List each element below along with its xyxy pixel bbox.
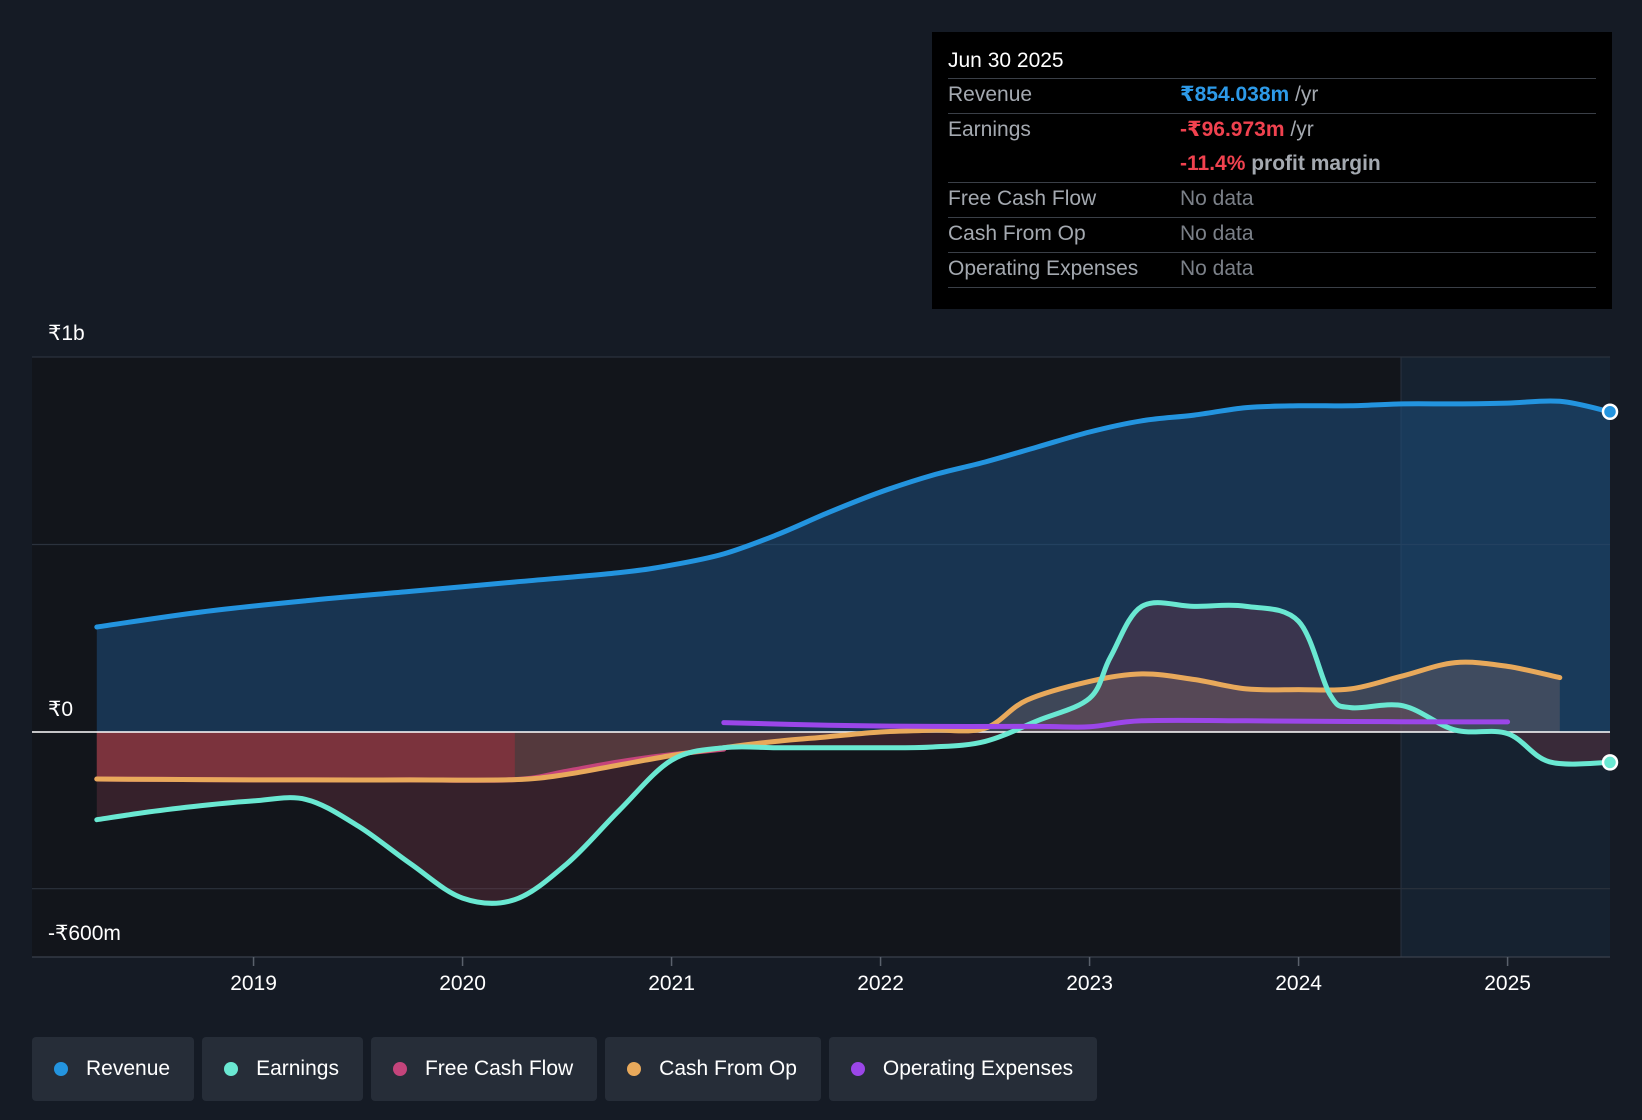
tooltip-row-earnings: Earnings -₹96.973m /yr [948, 113, 1596, 148]
legend-label-revenue: Revenue [86, 1057, 171, 1080]
tooltip-row-fcf: Free Cash Flow No data [948, 182, 1596, 217]
legend-item-earnings[interactable]: Earnings [202, 1037, 363, 1101]
legend-dot-operating-expenses [850, 1062, 865, 1076]
tooltip-row-revenue: Revenue ₹854.038m /yr [948, 78, 1596, 113]
tooltip-cfo-label: Cash From Op [948, 222, 1086, 245]
legend-item-revenue[interactable]: Revenue [32, 1037, 195, 1101]
earnings-line [94, 600, 1613, 906]
x-tick-label: 2019 [230, 972, 277, 995]
revenue-line [94, 398, 1613, 630]
tooltip-earnings-value: -₹96.973m [1180, 118, 1285, 141]
cash-from-op-line [94, 659, 1563, 783]
tooltip-margin-value: -11.4% [1180, 152, 1246, 175]
x-tick-label: 2025 [1484, 972, 1531, 995]
earnings-end-marker [1601, 754, 1619, 771]
tooltip-row-opex: Operating Expenses No data [948, 252, 1596, 288]
y-tick-label: ₹1b [48, 322, 85, 345]
y-tick-label: -₹600m [48, 922, 121, 945]
legend-dot-revenue [54, 1062, 68, 1076]
revenue-area [96, 400, 1610, 732]
tooltip-panel: Jun 30 2025 Revenue ₹854.038m /yr Earnin… [932, 32, 1612, 309]
tooltip-opex-value: No data [1180, 257, 1254, 280]
legend-item-free-cash-flow[interactable]: Free Cash Flow [370, 1037, 598, 1101]
x-tick-label: 2024 [1275, 972, 1322, 995]
y-tick-label: ₹0 [48, 698, 73, 721]
tooltip-fcf-label: Free Cash Flow [948, 187, 1097, 210]
legend-dot-earnings [224, 1062, 239, 1076]
legend-label-operating-expenses: Operating Expenses [882, 1057, 1074, 1080]
legend-label-earnings: Earnings [256, 1057, 339, 1080]
legend-label-cash-from-op: Cash From Op [659, 1057, 797, 1080]
legend-dot-cash-from-op [627, 1062, 642, 1076]
earnings-area [96, 602, 1610, 904]
tooltip-margin-text: profit margin [1251, 152, 1381, 175]
legend-label-free-cash-flow: Free Cash Flow [424, 1057, 574, 1080]
tooltip-earnings-label: Earnings [948, 118, 1031, 141]
tooltip-fcf-value: No data [1180, 187, 1254, 210]
revenue-end-marker [1601, 403, 1619, 420]
tooltip-row-margin: -11.4% profit margin [948, 148, 1596, 182]
tooltip-row-cfo: Cash From Op No data [948, 217, 1596, 252]
x-tick-label: 2020 [439, 972, 486, 995]
tooltip-earnings-unit: /yr [1290, 118, 1314, 141]
tooltip-revenue-label: Revenue [948, 83, 1033, 106]
tooltip-revenue-unit: /yr [1295, 83, 1319, 106]
x-tick-label: 2021 [648, 972, 695, 995]
legend-dot-free-cash-flow [392, 1062, 407, 1076]
tooltip-cfo-value: No data [1180, 222, 1254, 245]
legend-item-cash-from-op[interactable]: Cash From Op [605, 1037, 821, 1101]
operating-expenses-line [721, 717, 1511, 730]
free-cash-flow-area [96, 732, 515, 779]
tooltip-opex-label: Operating Expenses [948, 257, 1139, 280]
chart-legend: Revenue Earnings Free Cash Flow Cash Fro… [32, 1037, 1098, 1101]
tooltip-revenue-value: ₹854.038m [1180, 83, 1290, 106]
legend-item-operating-expenses[interactable]: Operating Expenses [828, 1037, 1098, 1101]
tooltip-date: Jun 30 2025 [948, 49, 1064, 72]
x-tick-label: 2023 [1066, 972, 1113, 995]
x-tick-label: 2022 [857, 972, 904, 995]
